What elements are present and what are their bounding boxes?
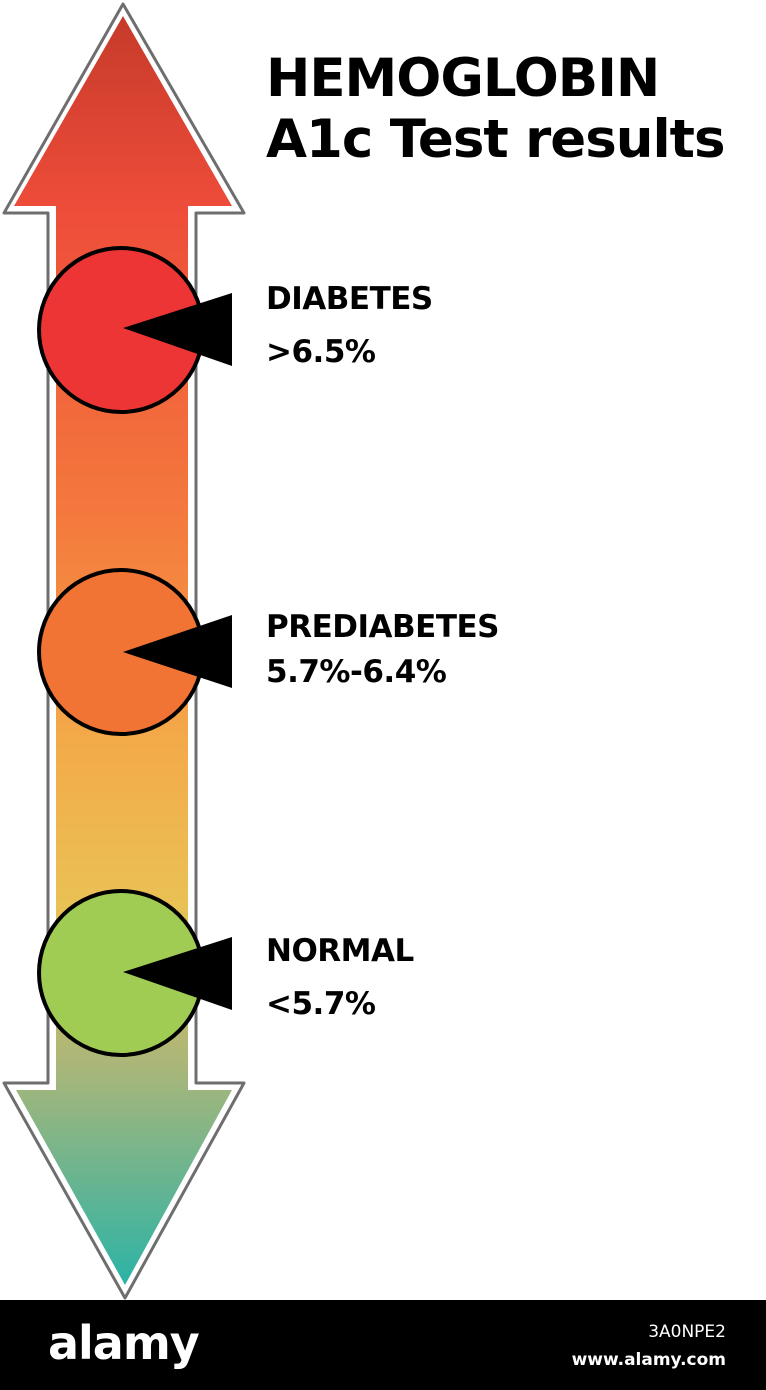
title-line-1: HEMOGLOBIN bbox=[266, 48, 660, 109]
level-prediabetes-range: 5.7%-6.4% bbox=[266, 654, 447, 690]
level-diabetes: DIABETES >6.5% bbox=[266, 284, 433, 368]
site-url: www.alamy.com bbox=[571, 1350, 726, 1370]
level-normal: NORMAL <5.7% bbox=[266, 936, 414, 1020]
double-arrow-scale bbox=[2, 2, 246, 1300]
image-id: 3A0NPE2 bbox=[648, 1322, 726, 1342]
marker-prediabetes bbox=[37, 568, 232, 736]
level-prediabetes-name: PREDIABETES bbox=[266, 609, 499, 645]
marker-diabetes bbox=[37, 246, 232, 414]
level-diabetes-range: >6.5% bbox=[266, 334, 376, 370]
level-diabetes-name: DIABETES bbox=[266, 281, 433, 317]
marker-prediabetes-pointer bbox=[123, 615, 232, 688]
level-normal-range: <5.7% bbox=[266, 986, 376, 1022]
level-normal-name: NORMAL bbox=[266, 933, 414, 969]
watermark-footer: alamy 3A0NPE2 www.alamy.com bbox=[0, 1300, 766, 1390]
marker-normal bbox=[37, 889, 232, 1057]
level-prediabetes: PREDIABETES 5.7%-6.4% bbox=[266, 612, 499, 688]
brand-logo: alamy bbox=[48, 1316, 200, 1370]
marker-normal-pointer bbox=[123, 937, 232, 1010]
title-line-2: A1c Test results bbox=[266, 109, 726, 170]
marker-diabetes-pointer bbox=[123, 293, 232, 366]
page-title: HEMOGLOBIN A1c Test results bbox=[266, 48, 726, 170]
